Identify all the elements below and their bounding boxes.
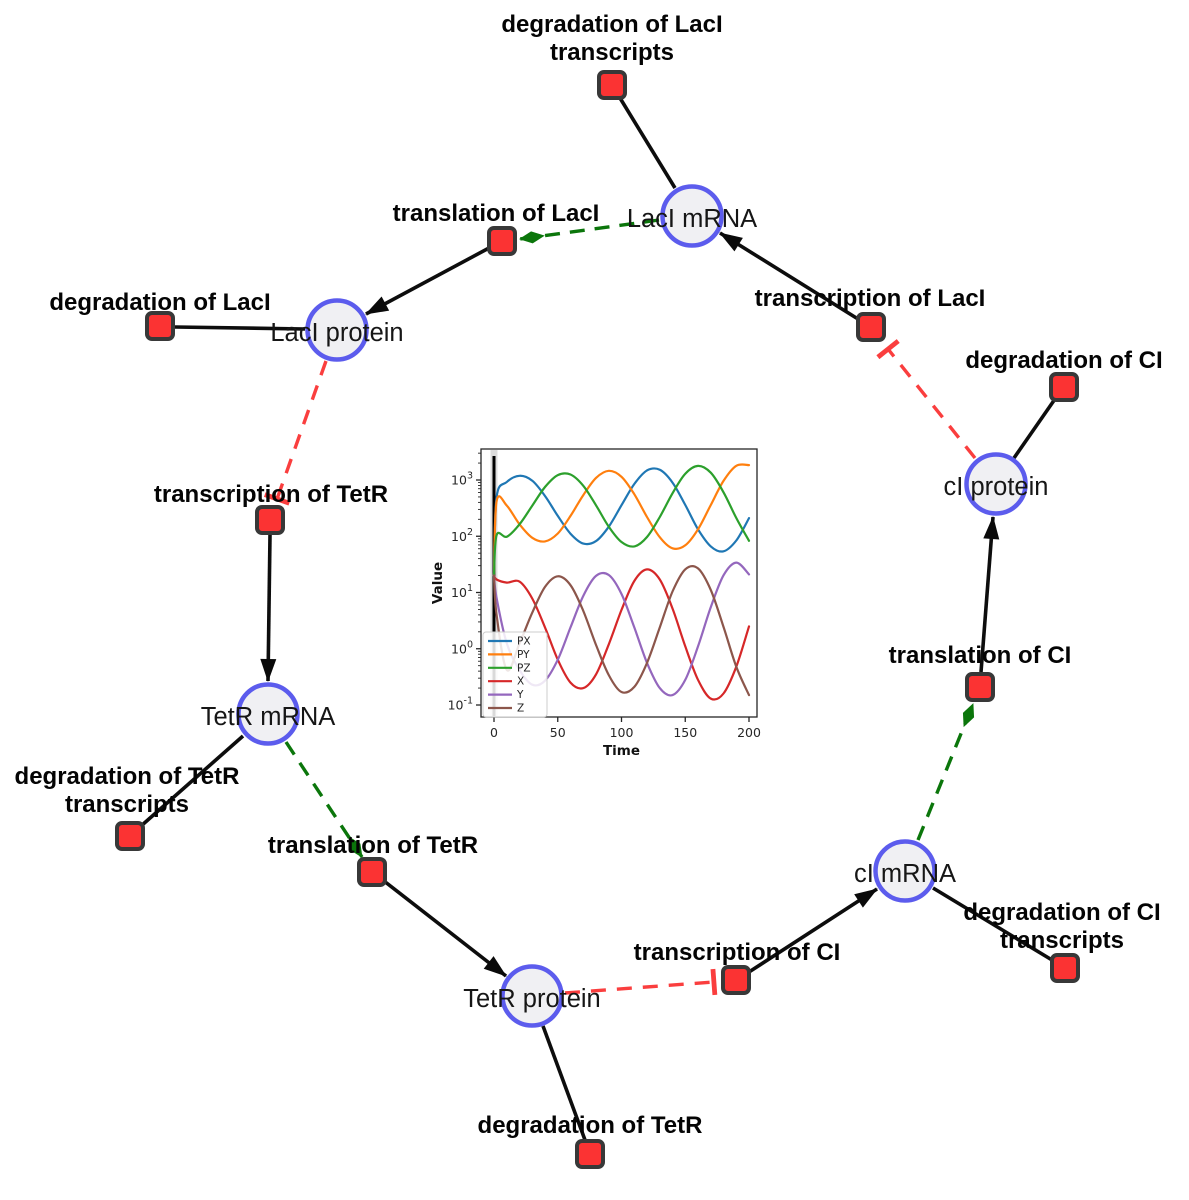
edge-laci-mrna-degradation [618, 97, 677, 189]
edge-translation-laci-product [365, 246, 490, 316]
edge-transcription-ci-product [748, 887, 878, 974]
species-label-ci-protein: cI protein [944, 473, 1049, 501]
legend-box [482, 631, 548, 718]
legend-label-X: X [517, 676, 524, 688]
series-line-X [492, 568, 751, 701]
series-line-PZ [492, 464, 751, 577]
legend-label-Y: Y [516, 689, 524, 701]
edge-laci-protein-degradation [174, 325, 306, 331]
reaction-label-degradation-laci-transcripts-line2: transcripts [550, 39, 674, 66]
reaction-label-transcription-tetr: transcription of TetR [154, 481, 388, 508]
species-label-laci-protein: LacI protein [270, 319, 403, 347]
reaction-node-transcription-laci[interactable] [856, 312, 886, 342]
x-tick-label: 0 [490, 725, 498, 740]
edge-transcription-laci-product [719, 231, 859, 321]
series-line-PY [492, 463, 751, 577]
edge-translation-ci-product [979, 516, 1000, 673]
reaction-label-degradation-laci: degradation of LacI [49, 289, 270, 316]
reaction-node-degradation-ci[interactable] [1049, 372, 1079, 402]
edge-tetr-mrna-modifier-translation [284, 741, 364, 858]
reaction-label-transcription-laci: transcription of LacI [755, 285, 986, 312]
reaction-label-degradation-tetr-transcripts-line1: degradation of TetR [15, 763, 240, 790]
plot-axes-box [480, 448, 758, 718]
y-axis-title: Value [430, 562, 446, 604]
reaction-label-degradation-ci: degradation of CI [965, 347, 1162, 374]
species-label-tetr-protein: TetR protein [463, 985, 601, 1013]
edge-ci-mrna-modifier-translation [916, 703, 975, 841]
species-label-laci-mrna: LacI mRNA [627, 205, 757, 233]
reaction-node-transcription-tetr[interactable] [255, 505, 285, 535]
x-tick-label: 100 [610, 725, 634, 740]
reaction-node-translation-ci[interactable] [965, 672, 995, 702]
species-node-laci-protein[interactable] [305, 298, 369, 362]
edge-translation-tetr-product [382, 879, 508, 978]
reaction-node-translation-tetr[interactable] [357, 857, 387, 887]
legend-label-PY: PY [517, 649, 530, 661]
edge-tetr-mrna-degradation [139, 734, 245, 828]
reaction-node-translation-laci[interactable] [487, 226, 517, 256]
species-layer: LacI mRNA LacI protein TetR mRNA TetR pr… [201, 184, 1049, 1028]
series-line-Z [492, 565, 751, 697]
y-tick-label: 100 [451, 639, 473, 656]
reaction-label-degradation-ci-transcripts-line1: degradation of CI [963, 899, 1160, 926]
edge-transcription-tetr-product [260, 534, 277, 682]
legend-label-Z: Z [517, 703, 524, 715]
y-tick-label: 101 [451, 583, 473, 600]
reaction-label-translation-tetr: translation of TetR [268, 832, 478, 859]
y-tick-label: 102 [451, 527, 473, 544]
x-tick-label: 50 [550, 725, 566, 740]
reaction-label-degradation-ci-transcripts-line2: transcripts [1000, 927, 1124, 954]
reaction-node-degradation-tetr-transcripts[interactable] [115, 821, 145, 851]
legend-label-PZ: PZ [517, 662, 531, 674]
reaction-node-degradation-laci[interactable] [145, 311, 175, 341]
reaction-label-translation-laci: translation of LacI [393, 200, 600, 227]
edge-ci-protein-inhibits-transcription-laci [876, 339, 977, 460]
reaction-label-degradation-laci-transcripts-line1: degradation of LacI [501, 11, 722, 38]
x-tick-label: 200 [737, 725, 761, 740]
edges-layer [139, 97, 1057, 1141]
time-series-plot: 0 50 100 150 20010310210110010-1TimeValuePXP… [430, 448, 761, 759]
reaction-label-transcription-ci: transcription of CI [634, 939, 841, 966]
species-node-ci-protein[interactable] [964, 452, 1028, 516]
species-label-tetr-mrna: TetR mRNA [201, 703, 336, 731]
species-label-ci-mrna: cI mRNA [854, 860, 956, 888]
species-node-laci-mrna[interactable] [660, 184, 724, 248]
x-tick-label: 150 [673, 725, 697, 740]
edge-ci-protein-degradation [1012, 397, 1057, 460]
y-tick-label: 10-1 [448, 696, 473, 713]
reactions-layer: degradation of LacI transcripts translat… [15, 11, 1163, 1169]
y-tick-label: 103 [451, 471, 473, 488]
species-node-ci-mrna[interactable] [873, 839, 937, 903]
reaction-label-degradation-tetr-transcripts-line2: transcripts [65, 791, 189, 818]
reaction-label-translation-ci: translation of CI [889, 642, 1072, 669]
reaction-label-degradation-tetr: degradation of TetR [478, 1112, 703, 1139]
reaction-node-transcription-ci[interactable] [721, 965, 751, 995]
edge-laci-protein-inhibits-transcription-tetr [263, 360, 328, 506]
edge-tetr-protein-degradation [541, 1025, 587, 1141]
edge-ci-mrna-degradation [932, 886, 1053, 962]
legend-label-PX: PX [517, 636, 531, 648]
species-node-tetr-mrna[interactable] [236, 682, 300, 746]
reaction-node-degradation-tetr[interactable] [575, 1139, 605, 1169]
reaction-node-degradation-laci-transcripts[interactable] [597, 70, 627, 100]
x-axis-title: Time [603, 743, 640, 759]
species-node-tetr-protein[interactable] [500, 964, 564, 1028]
reaction-node-degradation-ci-transcripts[interactable] [1050, 953, 1080, 983]
series-line-PX [492, 467, 751, 577]
